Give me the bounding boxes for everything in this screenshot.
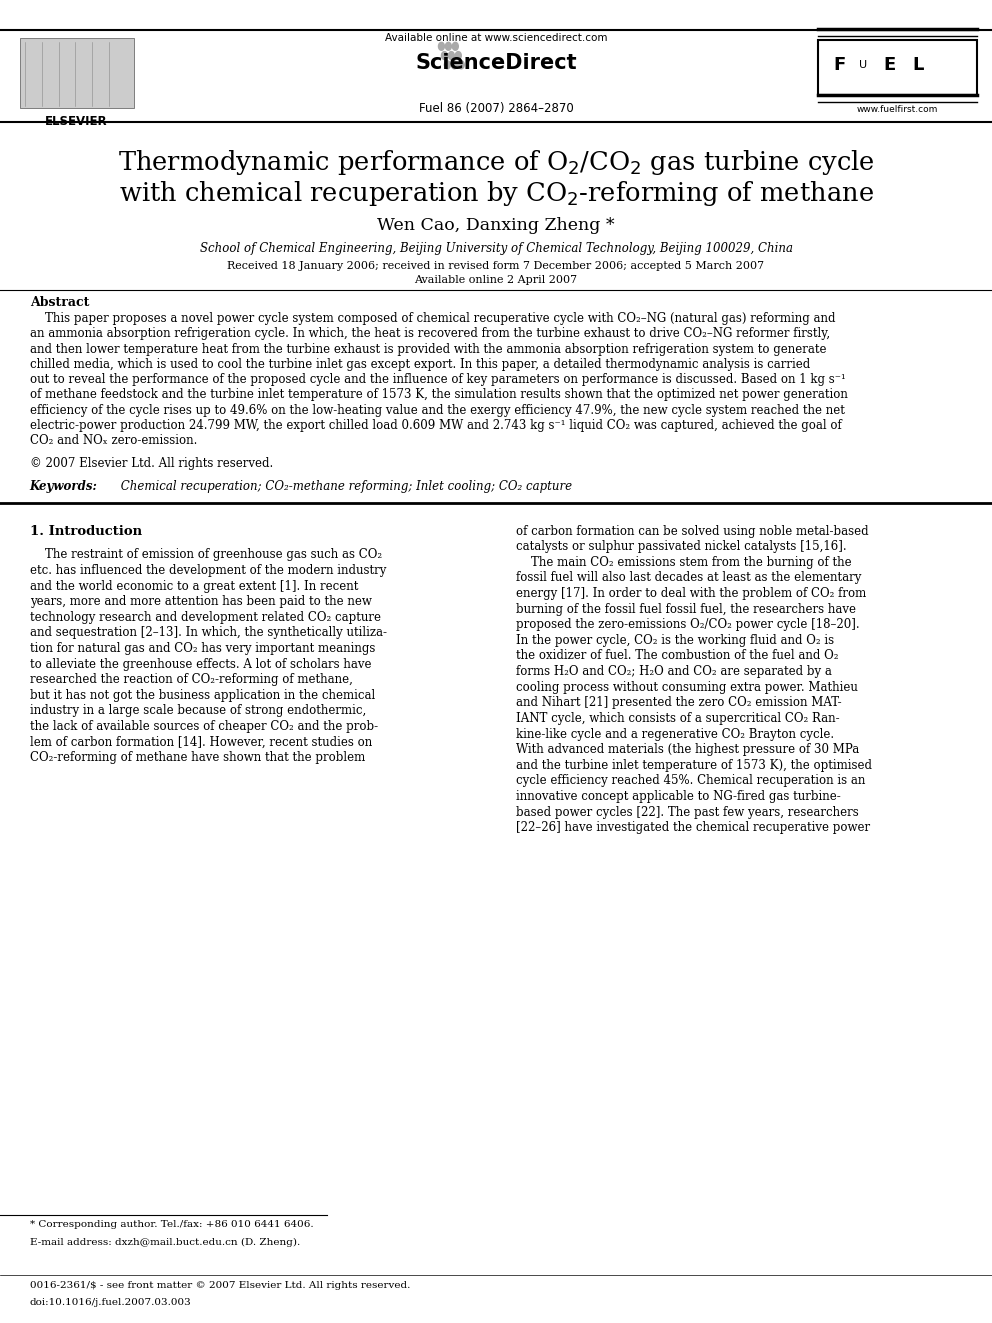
Text: Wen Cao, Danxing Zheng *: Wen Cao, Danxing Zheng * bbox=[377, 217, 615, 234]
Text: ScienceDirect: ScienceDirect bbox=[416, 53, 576, 73]
Text: This paper proposes a novel power cycle system composed of chemical recuperative: This paper proposes a novel power cycle … bbox=[30, 312, 835, 325]
Text: In the power cycle, CO₂ is the working fluid and O₂ is: In the power cycle, CO₂ is the working f… bbox=[516, 634, 834, 647]
Text: energy [17]. In order to deal with the problem of CO₂ from: energy [17]. In order to deal with the p… bbox=[516, 587, 866, 601]
Text: Received 18 January 2006; received in revised form 7 December 2006; accepted 5 M: Received 18 January 2006; received in re… bbox=[227, 261, 765, 271]
Text: [22–26] have investigated the chemical recuperative power: [22–26] have investigated the chemical r… bbox=[516, 822, 870, 835]
Text: catalysts or sulphur passivated nickel catalysts [15,16].: catalysts or sulphur passivated nickel c… bbox=[516, 540, 846, 553]
Text: © 2007 Elsevier Ltd. All rights reserved.: © 2007 Elsevier Ltd. All rights reserved… bbox=[30, 458, 273, 470]
Text: Keywords:: Keywords: bbox=[30, 480, 97, 492]
Circle shape bbox=[458, 61, 464, 69]
Text: E: E bbox=[883, 56, 895, 74]
Text: ELSEVIER: ELSEVIER bbox=[45, 115, 108, 128]
Text: IANT cycle, which consists of a supercritical CO₂ Ran-: IANT cycle, which consists of a supercri… bbox=[516, 712, 839, 725]
Bar bbox=[818, 40, 977, 95]
Text: to alleviate the greenhouse effects. A lot of scholars have: to alleviate the greenhouse effects. A l… bbox=[30, 658, 371, 671]
Text: chilled media, which is used to cool the turbine inlet gas except export. In thi: chilled media, which is used to cool the… bbox=[30, 357, 810, 370]
Circle shape bbox=[448, 52, 454, 60]
Text: CO₂ and NOₓ zero-emission.: CO₂ and NOₓ zero-emission. bbox=[30, 434, 197, 447]
Text: The restraint of emission of greenhouse gas such as CO₂: The restraint of emission of greenhouse … bbox=[30, 549, 382, 561]
Text: and then lower temperature heat from the turbine exhaust is provided with the am: and then lower temperature heat from the… bbox=[30, 343, 826, 356]
Text: of carbon formation can be solved using noble metal-based: of carbon formation can be solved using … bbox=[516, 525, 868, 537]
Text: of methane feedstock and the turbine inlet temperature of 1573 K, the simulation: of methane feedstock and the turbine inl… bbox=[30, 389, 847, 401]
Text: Thermodynamic performance of O$_2$/CO$_2$ gas turbine cycle: Thermodynamic performance of O$_2$/CO$_2… bbox=[118, 148, 874, 177]
Circle shape bbox=[438, 42, 444, 50]
Text: fossil fuel will also last decades at least as the elementary: fossil fuel will also last decades at le… bbox=[516, 572, 861, 585]
Text: * Corresponding author. Tel./fax: +86 010 6441 6406.: * Corresponding author. Tel./fax: +86 01… bbox=[30, 1220, 313, 1229]
Text: School of Chemical Engineering, Beijing University of Chemical Technology, Beiji: School of Chemical Engineering, Beijing … bbox=[199, 242, 793, 255]
Text: burning of the fossil fuel fossil fuel, the researchers have: burning of the fossil fuel fossil fuel, … bbox=[516, 602, 856, 615]
Text: Available online 2 April 2007: Available online 2 April 2007 bbox=[415, 275, 577, 286]
Text: technology research and development related CO₂ capture: technology research and development rela… bbox=[30, 611, 381, 624]
Circle shape bbox=[452, 42, 458, 50]
Text: cooling process without consuming extra power. Mathieu: cooling process without consuming extra … bbox=[516, 681, 858, 693]
Text: and Nihart [21] presented the zero CO₂ emission MAT-: and Nihart [21] presented the zero CO₂ e… bbox=[516, 696, 841, 709]
Text: researched the reaction of CO₂-reforming of methane,: researched the reaction of CO₂-reforming… bbox=[30, 673, 352, 687]
Circle shape bbox=[445, 42, 451, 50]
Text: and the world economic to a great extent [1]. In recent: and the world economic to a great extent… bbox=[30, 579, 358, 593]
Text: F: F bbox=[833, 56, 845, 74]
Text: etc. has influenced the development of the modern industry: etc. has influenced the development of t… bbox=[30, 564, 386, 577]
Text: 1. Introduction: 1. Introduction bbox=[30, 525, 142, 537]
Text: tion for natural gas and CO₂ has very important meanings: tion for natural gas and CO₂ has very im… bbox=[30, 642, 375, 655]
Text: kine-like cycle and a regenerative CO₂ Brayton cycle.: kine-like cycle and a regenerative CO₂ B… bbox=[516, 728, 834, 741]
Text: Available online at www.sciencedirect.com: Available online at www.sciencedirect.co… bbox=[385, 33, 607, 44]
Text: Chemical recuperation; CO₂-methane reforming; Inlet cooling; CO₂ capture: Chemical recuperation; CO₂-methane refor… bbox=[117, 480, 572, 492]
Text: innovative concept applicable to NG-fired gas turbine-: innovative concept applicable to NG-fire… bbox=[516, 790, 840, 803]
Text: forms H₂O and CO₂; H₂O and CO₂ are separated by a: forms H₂O and CO₂; H₂O and CO₂ are separ… bbox=[516, 665, 831, 679]
Text: cycle efficiency reached 45%. Chemical recuperation is an: cycle efficiency reached 45%. Chemical r… bbox=[516, 774, 865, 787]
Bar bbox=[20, 38, 134, 108]
Text: and the turbine inlet temperature of 1573 K), the optimised: and the turbine inlet temperature of 157… bbox=[516, 759, 872, 771]
Text: years, more and more attention has been paid to the new: years, more and more attention has been … bbox=[30, 595, 372, 609]
Text: The main CO₂ emissions stem from the burning of the: The main CO₂ emissions stem from the bur… bbox=[516, 556, 851, 569]
Text: www.fuelfirst.com: www.fuelfirst.com bbox=[857, 105, 938, 114]
Circle shape bbox=[455, 52, 461, 60]
Text: U: U bbox=[859, 60, 867, 70]
Circle shape bbox=[444, 61, 450, 69]
Text: 0016-2361/$ - see front matter © 2007 Elsevier Ltd. All rights reserved.: 0016-2361/$ - see front matter © 2007 El… bbox=[30, 1281, 410, 1290]
Text: Fuel 86 (2007) 2864–2870: Fuel 86 (2007) 2864–2870 bbox=[419, 102, 573, 115]
Text: the oxidizer of fuel. The combustion of the fuel and O₂: the oxidizer of fuel. The combustion of … bbox=[516, 650, 838, 663]
Text: lem of carbon formation [14]. However, recent studies on: lem of carbon formation [14]. However, r… bbox=[30, 736, 372, 749]
Text: industry in a large scale because of strong endothermic,: industry in a large scale because of str… bbox=[30, 704, 366, 717]
Text: out to reveal the performance of the proposed cycle and the influence of key par: out to reveal the performance of the pro… bbox=[30, 373, 845, 386]
Text: based power cycles [22]. The past few years, researchers: based power cycles [22]. The past few ye… bbox=[516, 806, 859, 819]
Text: electric-power production 24.799 MW, the export chilled load 0.609 MW and 2.743 : electric-power production 24.799 MW, the… bbox=[30, 418, 841, 431]
Text: E-mail address: dxzh@mail.buct.edu.cn (D. Zheng).: E-mail address: dxzh@mail.buct.edu.cn (D… bbox=[30, 1238, 300, 1248]
Text: efficiency of the cycle rises up to 49.6% on the low-heating value and the exerg: efficiency of the cycle rises up to 49.6… bbox=[30, 404, 844, 417]
Text: L: L bbox=[913, 56, 924, 74]
Text: CO₂-reforming of methane have shown that the problem: CO₂-reforming of methane have shown that… bbox=[30, 751, 365, 765]
Circle shape bbox=[441, 52, 447, 60]
Text: Abstract: Abstract bbox=[30, 296, 89, 310]
Text: proposed the zero-emissions O₂/CO₂ power cycle [18–20].: proposed the zero-emissions O₂/CO₂ power… bbox=[516, 618, 859, 631]
Text: With advanced materials (the highest pressure of 30 MPa: With advanced materials (the highest pre… bbox=[516, 744, 859, 757]
Text: and sequestration [2–13]. In which, the synthetically utiliza-: and sequestration [2–13]. In which, the … bbox=[30, 627, 387, 639]
Circle shape bbox=[451, 61, 457, 69]
Text: doi:10.1016/j.fuel.2007.03.003: doi:10.1016/j.fuel.2007.03.003 bbox=[30, 1298, 191, 1307]
Text: an ammonia absorption refrigeration cycle. In which, the heat is recovered from : an ammonia absorption refrigeration cycl… bbox=[30, 327, 830, 340]
Text: with chemical recuperation by CO$_2$-reforming of methane: with chemical recuperation by CO$_2$-ref… bbox=[119, 179, 873, 208]
Text: the lack of available sources of cheaper CO₂ and the prob-: the lack of available sources of cheaper… bbox=[30, 720, 378, 733]
Text: but it has not got the business application in the chemical: but it has not got the business applicat… bbox=[30, 689, 375, 703]
